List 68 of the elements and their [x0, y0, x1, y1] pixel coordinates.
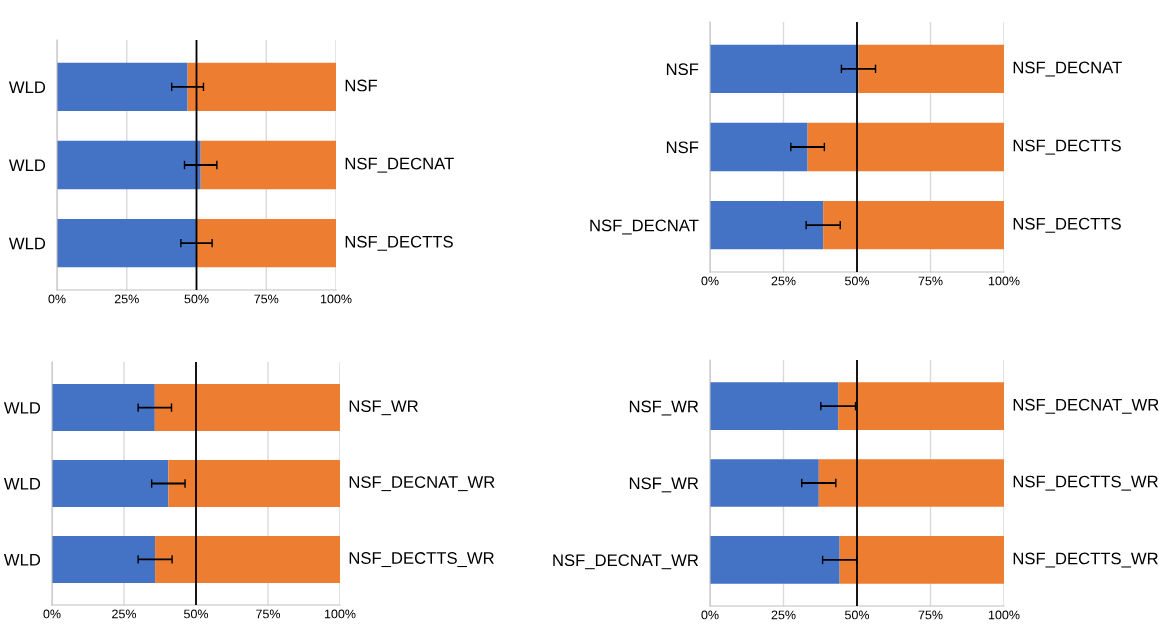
bar	[200, 140, 336, 190]
x-tick-label: 75%	[254, 294, 279, 304]
y-tick-label: NSF_DECNAT	[590, 219, 699, 235]
bar	[155, 535, 340, 583]
x-tick-label: 50%	[184, 294, 209, 304]
x-tick-label: 25%	[114, 294, 139, 304]
text: NSF_DECNAT_WR	[1013, 398, 1159, 414]
x-tick-label: 0%	[48, 294, 66, 304]
y-tick-label: WLD	[8, 159, 46, 172]
y-tick-label: NSF_WR	[629, 477, 699, 493]
y-tick-label: NSF_DECNAT_WR	[553, 554, 699, 570]
bar	[710, 459, 819, 507]
x-tick-label: 75%	[918, 610, 943, 620]
bar	[196, 218, 336, 268]
text: NSF_DECNAT	[345, 157, 454, 173]
x-tick-label: 25%	[771, 610, 796, 620]
x-tick-label: 100%	[988, 276, 1020, 286]
bar	[52, 459, 169, 508]
y-tick-label: WLD	[3, 478, 41, 490]
text: NSF_DECTTS	[345, 235, 453, 251]
bar	[57, 218, 197, 268]
x-tick-label: 50%	[844, 610, 870, 620]
x-tick-label: 75%	[918, 276, 943, 286]
bar	[710, 44, 859, 94]
bar	[52, 535, 156, 583]
x-tick-label: 100%	[320, 294, 352, 304]
text: NSF_DECTTS_WR	[1013, 475, 1158, 491]
y-tick-label: WLD	[3, 402, 41, 414]
bar	[168, 459, 340, 508]
x-tick-label: 0%	[701, 610, 719, 620]
x-tick-label: 0%	[701, 276, 719, 286]
bar	[57, 62, 188, 112]
bar	[823, 200, 1004, 250]
bar	[52, 384, 155, 432]
bar	[710, 382, 839, 430]
y-tick-label: WLD	[8, 237, 46, 250]
text: NSF_DECTTS_WR	[349, 552, 494, 568]
text: NSF_DECTTS_WR	[1013, 552, 1158, 568]
text: NSF_DECNAT_WR	[349, 476, 495, 492]
x-tick-label: 50%	[183, 609, 209, 619]
x-tick-label: 0%	[43, 609, 61, 619]
bar	[187, 62, 336, 112]
bar	[710, 536, 840, 584]
x-tick-label: 25%	[112, 609, 137, 619]
x-tick-label: 75%	[256, 609, 281, 619]
text: NSF	[345, 79, 377, 92]
text: NSF_DECTTS	[1013, 217, 1121, 233]
text: NSF_DECTTS	[1013, 139, 1121, 155]
bar	[710, 122, 808, 172]
y-tick-label: NSF	[666, 141, 699, 154]
x-tick-label: 100%	[324, 609, 356, 619]
text: NSF_DECNAT	[1013, 61, 1122, 77]
text: NSF_WR	[349, 400, 418, 416]
x-tick-label: 100%	[988, 610, 1020, 620]
bar	[818, 459, 1004, 507]
bar	[154, 384, 340, 432]
bar	[839, 536, 1004, 584]
y-tick-label: WLD	[3, 554, 41, 566]
bar	[838, 382, 1004, 430]
bar	[710, 200, 824, 250]
y-tick-label: NSF	[666, 63, 699, 76]
y-tick-label: WLD	[8, 81, 46, 93]
bar	[807, 122, 1004, 172]
bar	[57, 140, 201, 190]
x-tick-label: 25%	[771, 276, 796, 286]
x-tick-label: 50%	[844, 276, 870, 286]
bar	[858, 44, 1004, 94]
y-tick-label: NSF_WR	[629, 400, 699, 416]
